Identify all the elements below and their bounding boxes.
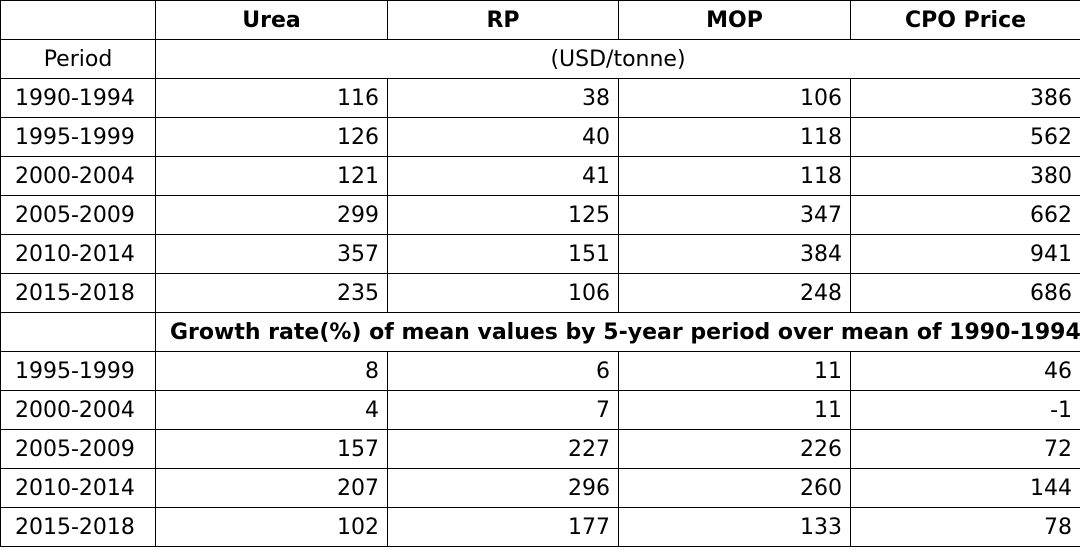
- table-row: 1995-1999 126 40 118 562: [0, 117, 1080, 157]
- urea-cell: 357: [155, 234, 388, 274]
- growth-blank-cell: [0, 312, 156, 352]
- cpo-price-cell: 662: [850, 195, 1080, 235]
- cpo-price-cell: 144: [850, 468, 1080, 508]
- growth-row: 2015-2018 102 177 133 78: [0, 507, 1080, 547]
- header-row: Urea RP MOP CPO Price: [0, 0, 1080, 40]
- growth-row: 2000-2004 4 7 11 -1: [0, 390, 1080, 430]
- urea-cell: 157: [155, 429, 388, 469]
- table-row: 2015-2018 235 106 248 686: [0, 273, 1080, 313]
- rp-cell: 40: [387, 117, 619, 157]
- header-cell-cpo-price: CPO Price: [850, 0, 1080, 40]
- cpo-price-cell: 386: [850, 78, 1080, 118]
- mop-cell: 11: [618, 351, 851, 391]
- urea-cell: 121: [155, 156, 388, 196]
- mop-cell: 384: [618, 234, 851, 274]
- header-cell-blank: [0, 0, 156, 40]
- urea-cell: 235: [155, 273, 388, 313]
- header-cell-mop: MOP: [618, 0, 851, 40]
- period-label: Period: [0, 39, 156, 79]
- mop-cell: 133: [618, 507, 851, 547]
- table-row: 1990-1994 116 38 106 386: [0, 78, 1080, 118]
- urea-cell: 299: [155, 195, 388, 235]
- cpo-price-cell: 941: [850, 234, 1080, 274]
- rp-cell: 7: [387, 390, 619, 430]
- period-cell: 1995-1999: [0, 117, 156, 157]
- period-cell: 2000-2004: [0, 390, 156, 430]
- cpo-price-cell: 46: [850, 351, 1080, 391]
- table-row: 2000-2004 121 41 118 380: [0, 156, 1080, 196]
- period-cell: 2005-2009: [0, 195, 156, 235]
- cpo-price-cell: 78: [850, 507, 1080, 547]
- period-cell: 2015-2018: [0, 273, 156, 313]
- mop-cell: 11: [618, 390, 851, 430]
- cpo-price-cell: 380: [850, 156, 1080, 196]
- rp-cell: 125: [387, 195, 619, 235]
- mop-cell: 226: [618, 429, 851, 469]
- period-cell: 2010-2014: [0, 234, 156, 274]
- rp-cell: 151: [387, 234, 619, 274]
- mop-cell: 248: [618, 273, 851, 313]
- rp-cell: 6: [387, 351, 619, 391]
- period-cell: 2010-2014: [0, 468, 156, 508]
- growth-row: 2005-2009 157 227 226 72: [0, 429, 1080, 469]
- urea-cell: 207: [155, 468, 388, 508]
- rp-cell: 177: [387, 507, 619, 547]
- rp-cell: 41: [387, 156, 619, 196]
- cpo-price-cell: -1: [850, 390, 1080, 430]
- period-cell: 2005-2009: [0, 429, 156, 469]
- period-cell: 1990-1994: [0, 78, 156, 118]
- growth-row: 1995-1999 8 6 11 46: [0, 351, 1080, 391]
- mop-cell: 347: [618, 195, 851, 235]
- growth-row: 2010-2014 207 296 260 144: [0, 468, 1080, 508]
- urea-cell: 4: [155, 390, 388, 430]
- rp-cell: 106: [387, 273, 619, 313]
- rp-cell: 227: [387, 429, 619, 469]
- urea-cell: 102: [155, 507, 388, 547]
- header-cell-urea: Urea: [155, 0, 388, 40]
- mop-cell: 118: [618, 156, 851, 196]
- table-row: 2005-2009 299 125 347 662: [0, 195, 1080, 235]
- growth-rate-label: Growth rate(%) of mean values by 5-year …: [155, 312, 1080, 352]
- rp-cell: 296: [387, 468, 619, 508]
- mop-cell: 118: [618, 117, 851, 157]
- cpo-price-cell: 686: [850, 273, 1080, 313]
- growth-header-row: Growth rate(%) of mean values by 5-year …: [0, 312, 1080, 352]
- urea-cell: 116: [155, 78, 388, 118]
- cpo-price-cell: 72: [850, 429, 1080, 469]
- urea-cell: 126: [155, 117, 388, 157]
- unit-row: Period (USD/tonne): [0, 39, 1080, 79]
- urea-cell: 8: [155, 351, 388, 391]
- rp-cell: 38: [387, 78, 619, 118]
- period-cell: 1995-1999: [0, 351, 156, 391]
- table-row: 2010-2014 357 151 384 941: [0, 234, 1080, 274]
- mop-cell: 260: [618, 468, 851, 508]
- unit-label: (USD/tonne): [155, 39, 1080, 79]
- period-cell: 2000-2004: [0, 156, 156, 196]
- header-cell-rp: RP: [387, 0, 619, 40]
- mop-cell: 106: [618, 78, 851, 118]
- cpo-price-cell: 562: [850, 117, 1080, 157]
- period-cell: 2015-2018: [0, 507, 156, 547]
